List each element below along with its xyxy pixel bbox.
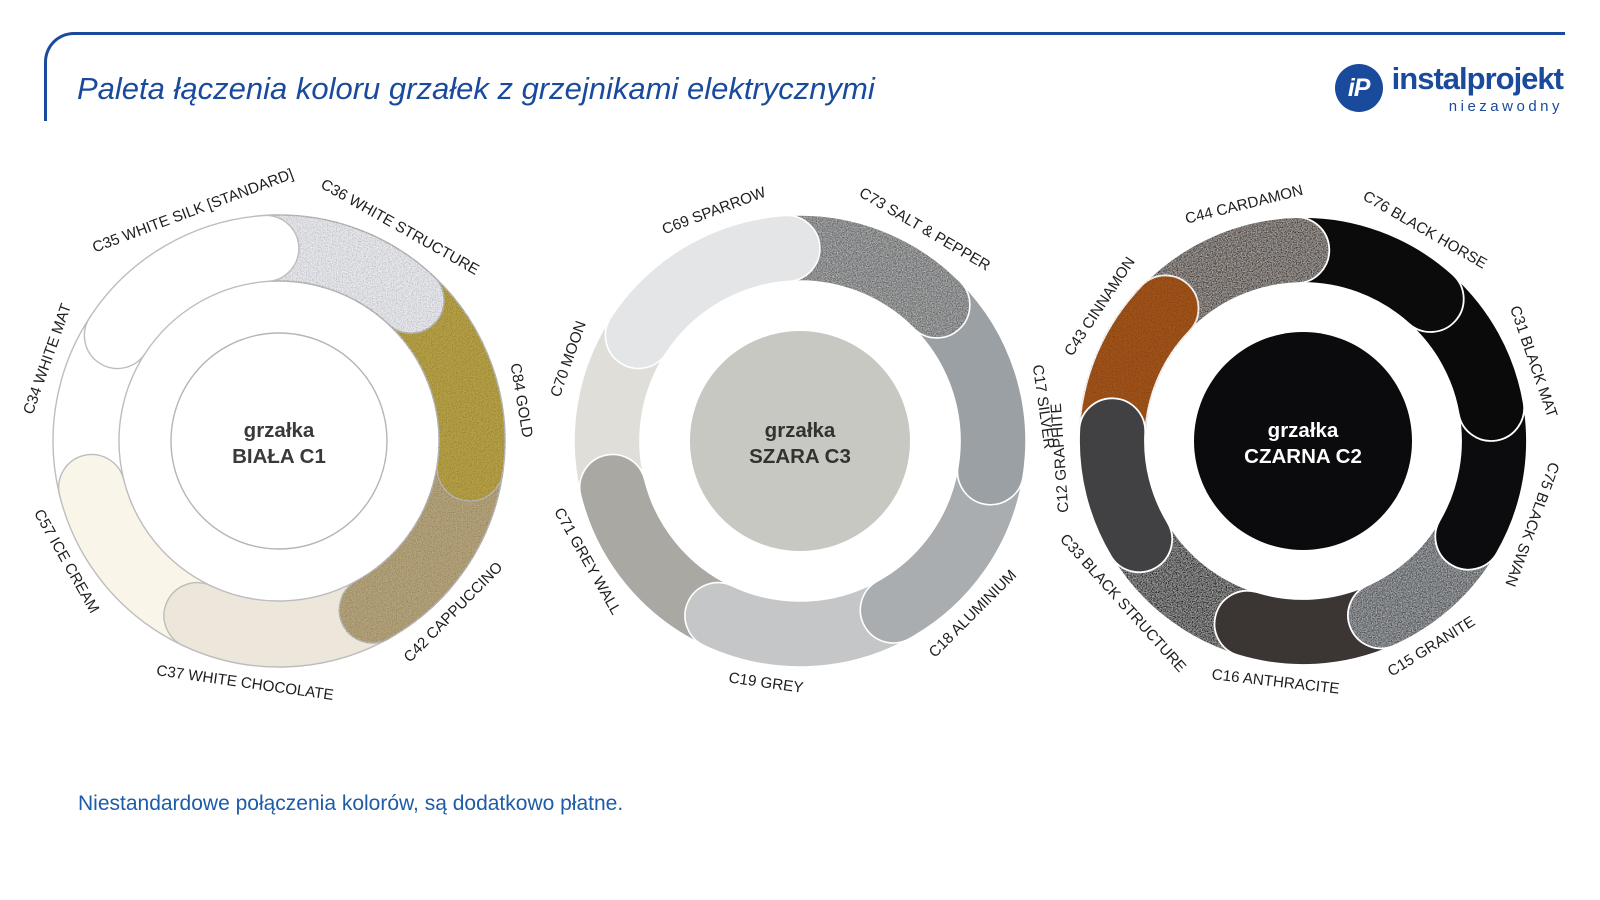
wheel-hub-szara-c3	[690, 331, 910, 551]
logo-tagline: niezawodny	[1448, 97, 1563, 115]
footer-note: Niestandardowe połączenia kolorów, są do…	[78, 792, 624, 815]
segment-label-c37-white-chocolate: C37 WHITE CHOCOLATE	[155, 662, 334, 704]
segment-label-c84-gold: C84 GOLD	[507, 362, 536, 439]
wheel-center-line1: grzałka	[244, 419, 315, 442]
logo-mark-icon: iP	[1334, 64, 1383, 112]
segment-label-c19-grey: C19 GREY	[728, 669, 805, 696]
wheel-center-line1: grzałka	[765, 419, 836, 442]
brand-logo: iP instalprojekt niezawodny	[1334, 61, 1564, 115]
logo-text: instalprojekt niezawodny	[1391, 61, 1564, 115]
header-frame-line	[44, 32, 1565, 121]
segment-label-c16-anthracite: C16 ANTHRACITE	[1211, 666, 1340, 697]
wheel-center-line2: SZARA C3	[749, 445, 851, 468]
logo-name: instalprojekt	[1391, 61, 1564, 96]
palette-segment-c35-white-silk-standard	[83, 214, 300, 370]
wheel-center-line2: BIAŁA C1	[232, 445, 326, 468]
page-title: Paleta łączenia koloru grzałek z grzejni…	[77, 71, 875, 106]
segment-label-c12-graphite: C12 GRAPHITE	[1048, 403, 1073, 514]
wheel-hub-biala-c1	[170, 332, 388, 550]
palette-segment-c12-graphite	[1078, 397, 1174, 574]
wheel-hub-czarna-c2	[1194, 332, 1412, 550]
wheel-center-line1: grzałka	[1268, 419, 1339, 442]
palette-segment-c69-sparrow	[604, 214, 821, 370]
wheel-center-line2: CZARNA C2	[1244, 445, 1362, 468]
